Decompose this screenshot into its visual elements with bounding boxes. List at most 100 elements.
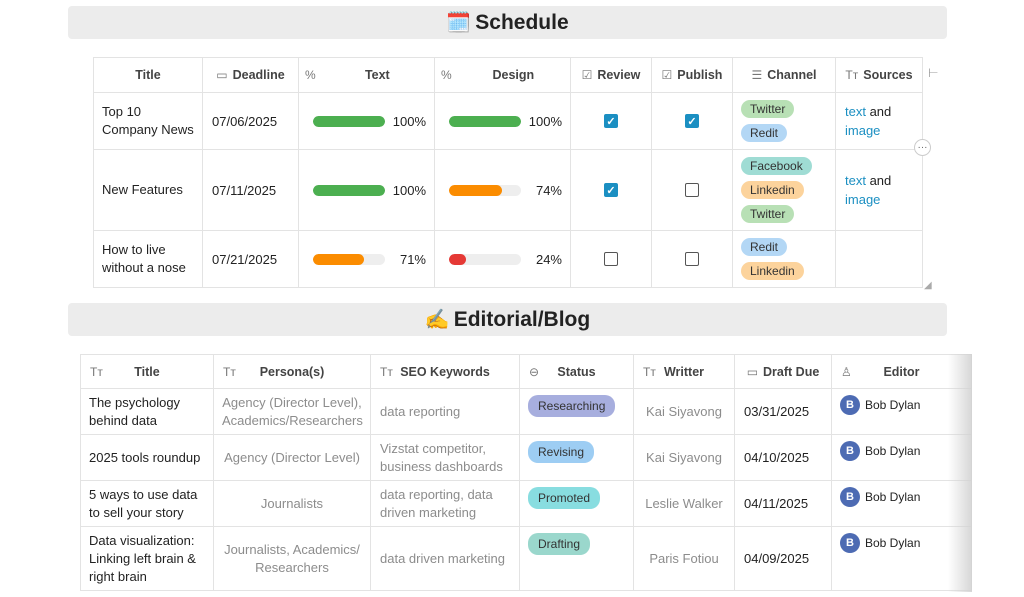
header-personas[interactable]: Tт Persona(s) <box>213 354 371 389</box>
header-review[interactable]: ☑ Review <box>570 57 652 93</box>
row-writer[interactable]: Kai Siyavong <box>633 388 735 435</box>
progress-track <box>313 115 385 127</box>
row-writer[interactable]: Paris Fotiou <box>633 526 735 591</box>
table-row: 5 ways to use data to sell your story Jo… <box>80 480 972 527</box>
table-row: How to live without a nose 07/21/2025 71… <box>93 230 923 288</box>
row-draft-due[interactable]: 03/31/2025 <box>734 388 832 435</box>
row-personas[interactable]: Agency (Director Level) <box>213 434 371 481</box>
row-draft-due[interactable]: 04/11/2025 <box>734 480 832 527</box>
row-deadline[interactable]: 07/06/2025 <box>202 92 299 150</box>
header-seo-keywords[interactable]: Tт SEO Keywords <box>370 354 520 389</box>
publish-checkbox[interactable]: ✓ <box>685 114 699 128</box>
schedule-table: Title ▭ Deadline % Text % Design ☑ Review ☑ P… <box>93 57 923 288</box>
text-progress-cell[interactable]: 100% <box>298 92 435 150</box>
row-title[interactable]: 5 ways to use data to sell your story <box>80 480 214 527</box>
row-personas[interactable]: Journalists <box>213 480 371 527</box>
row-seo-keywords[interactable]: data reporting, data driven marketing <box>370 480 520 527</box>
review-checkbox[interactable]: ✓ <box>604 114 618 128</box>
publish-checkbox[interactable] <box>685 183 699 197</box>
channel-tag: Facebook <box>741 157 812 175</box>
channel-cell[interactable]: Redit Linkedin <box>732 230 836 288</box>
row-deadline[interactable]: 07/11/2025 <box>202 149 299 231</box>
editorial-banner: ✍️ Editorial/Blog <box>68 303 947 336</box>
header-channel[interactable]: ☰ Channel <box>732 57 836 93</box>
header-title[interactable]: Title <box>93 57 203 93</box>
header-text[interactable]: % Text <box>298 57 435 93</box>
resize-handle-icon[interactable]: ◢ <box>924 280 932 291</box>
writing-hand-icon: ✍️ <box>424 309 450 331</box>
progress-track <box>449 115 521 127</box>
source-link[interactable]: image <box>845 123 881 138</box>
row-status-cell[interactable]: Promoted <box>519 480 634 527</box>
table-row: Data visualization: Linking left brain &… <box>80 526 972 591</box>
percent-icon: % <box>305 68 316 82</box>
publish-cell <box>651 230 733 288</box>
text-type-icon: Tт <box>845 68 859 82</box>
row-seo-keywords[interactable]: data reporting <box>370 388 520 435</box>
header-writer[interactable]: Tт Writter <box>633 354 735 389</box>
source-link[interactable]: text <box>845 104 866 119</box>
table-row: Top 10 Company News 07/06/2025 100% 100%… <box>93 92 923 150</box>
channel-cell[interactable]: Facebook Linkedin Twitter <box>732 149 836 231</box>
source-link[interactable]: image <box>845 192 881 207</box>
editor-name: Bob Dylan <box>865 536 921 550</box>
calendar-small-icon: ▭ <box>216 68 228 82</box>
row-draft-due[interactable]: 04/09/2025 <box>734 526 832 591</box>
header-design[interactable]: % Design <box>434 57 571 93</box>
avatar: B <box>840 441 860 461</box>
header-publish[interactable]: ☑ Publish <box>651 57 733 93</box>
checkbox-icon: ☑ <box>581 68 593 82</box>
header-deadline[interactable]: ▭ Deadline <box>202 57 299 93</box>
row-deadline[interactable]: 07/21/2025 <box>202 230 299 288</box>
progress-track <box>449 184 521 196</box>
progress-fill <box>449 184 503 196</box>
design-progress-cell[interactable]: 74% <box>434 149 571 231</box>
add-column-handle[interactable]: ⊢ <box>928 66 939 80</box>
review-checkbox[interactable]: ✓ <box>604 183 618 197</box>
channel-tag: Linkedin <box>741 181 804 199</box>
row-title[interactable]: The psychology behind data <box>80 388 214 435</box>
design-progress-cell[interactable]: 100% <box>434 92 571 150</box>
row-status-cell[interactable]: Drafting <box>519 526 634 591</box>
sources-cell[interactable] <box>835 230 923 288</box>
publish-cell: ✓ <box>651 92 733 150</box>
row-title[interactable]: 2025 tools roundup <box>80 434 214 481</box>
row-title[interactable]: How to live without a nose <box>93 230 203 288</box>
row-title[interactable]: Top 10 Company News <box>93 92 203 150</box>
row-seo-keywords[interactable]: data driven marketing <box>370 526 520 591</box>
more-options-icon[interactable]: ··· <box>914 139 931 156</box>
source-text: and <box>865 173 892 188</box>
row-seo-keywords[interactable]: Vizstat competitor, business dashboards <box>370 434 520 481</box>
design-progress-cell[interactable]: 24% <box>434 230 571 288</box>
row-personas[interactable]: Agency (Director Level), Academics/Resea… <box>213 388 371 435</box>
row-writer[interactable]: Leslie Walker <box>633 480 735 527</box>
header-draft-due[interactable]: ▭ Draft Due <box>734 354 832 389</box>
percent-icon: % <box>441 68 452 82</box>
header-status[interactable]: ⊖ Status <box>519 354 634 389</box>
progress-label: 100% <box>392 182 426 198</box>
row-title[interactable]: New Features <box>93 149 203 231</box>
row-status-cell[interactable]: Researching <box>519 388 634 435</box>
scroll-fade-edge <box>948 354 972 592</box>
review-checkbox[interactable] <box>604 252 618 266</box>
header-sources[interactable]: Tт Sources <box>835 57 923 93</box>
text-type-icon: Tт <box>90 365 103 379</box>
row-personas[interactable]: Journalists, Academics/ Researchers <box>213 526 371 591</box>
source-link[interactable]: text <box>845 173 866 188</box>
sources-cell: text and image <box>835 149 923 231</box>
row-draft-due[interactable]: 04/10/2025 <box>734 434 832 481</box>
channel-tag: Linkedin <box>741 262 804 280</box>
header-title[interactable]: Tт Title <box>80 354 214 389</box>
row-status-cell[interactable]: Revising <box>519 434 634 481</box>
text-progress-cell[interactable]: 71% <box>298 230 435 288</box>
sources-cell: text and image <box>835 92 923 150</box>
progress-track <box>449 253 521 265</box>
row-title[interactable]: Data visualization: Linking left brain &… <box>80 526 214 591</box>
publish-checkbox[interactable] <box>685 252 699 266</box>
row-writer[interactable]: Kai Siyavong <box>633 434 735 481</box>
channel-cell[interactable]: Twitter Redit <box>732 92 836 150</box>
status-badge: Revising <box>528 441 595 463</box>
channel-tag: Redit <box>741 238 788 256</box>
avatar: B <box>840 487 860 507</box>
text-progress-cell[interactable]: 100% <box>298 149 435 231</box>
